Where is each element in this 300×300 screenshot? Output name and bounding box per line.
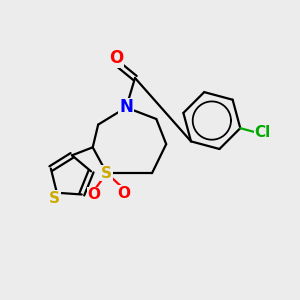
Text: O: O xyxy=(88,188,100,202)
Text: O: O xyxy=(117,186,130,201)
Text: S: S xyxy=(49,190,60,206)
Text: Cl: Cl xyxy=(254,125,271,140)
Text: O: O xyxy=(109,49,123,67)
Text: S: S xyxy=(101,166,112,181)
Text: N: N xyxy=(119,98,133,116)
